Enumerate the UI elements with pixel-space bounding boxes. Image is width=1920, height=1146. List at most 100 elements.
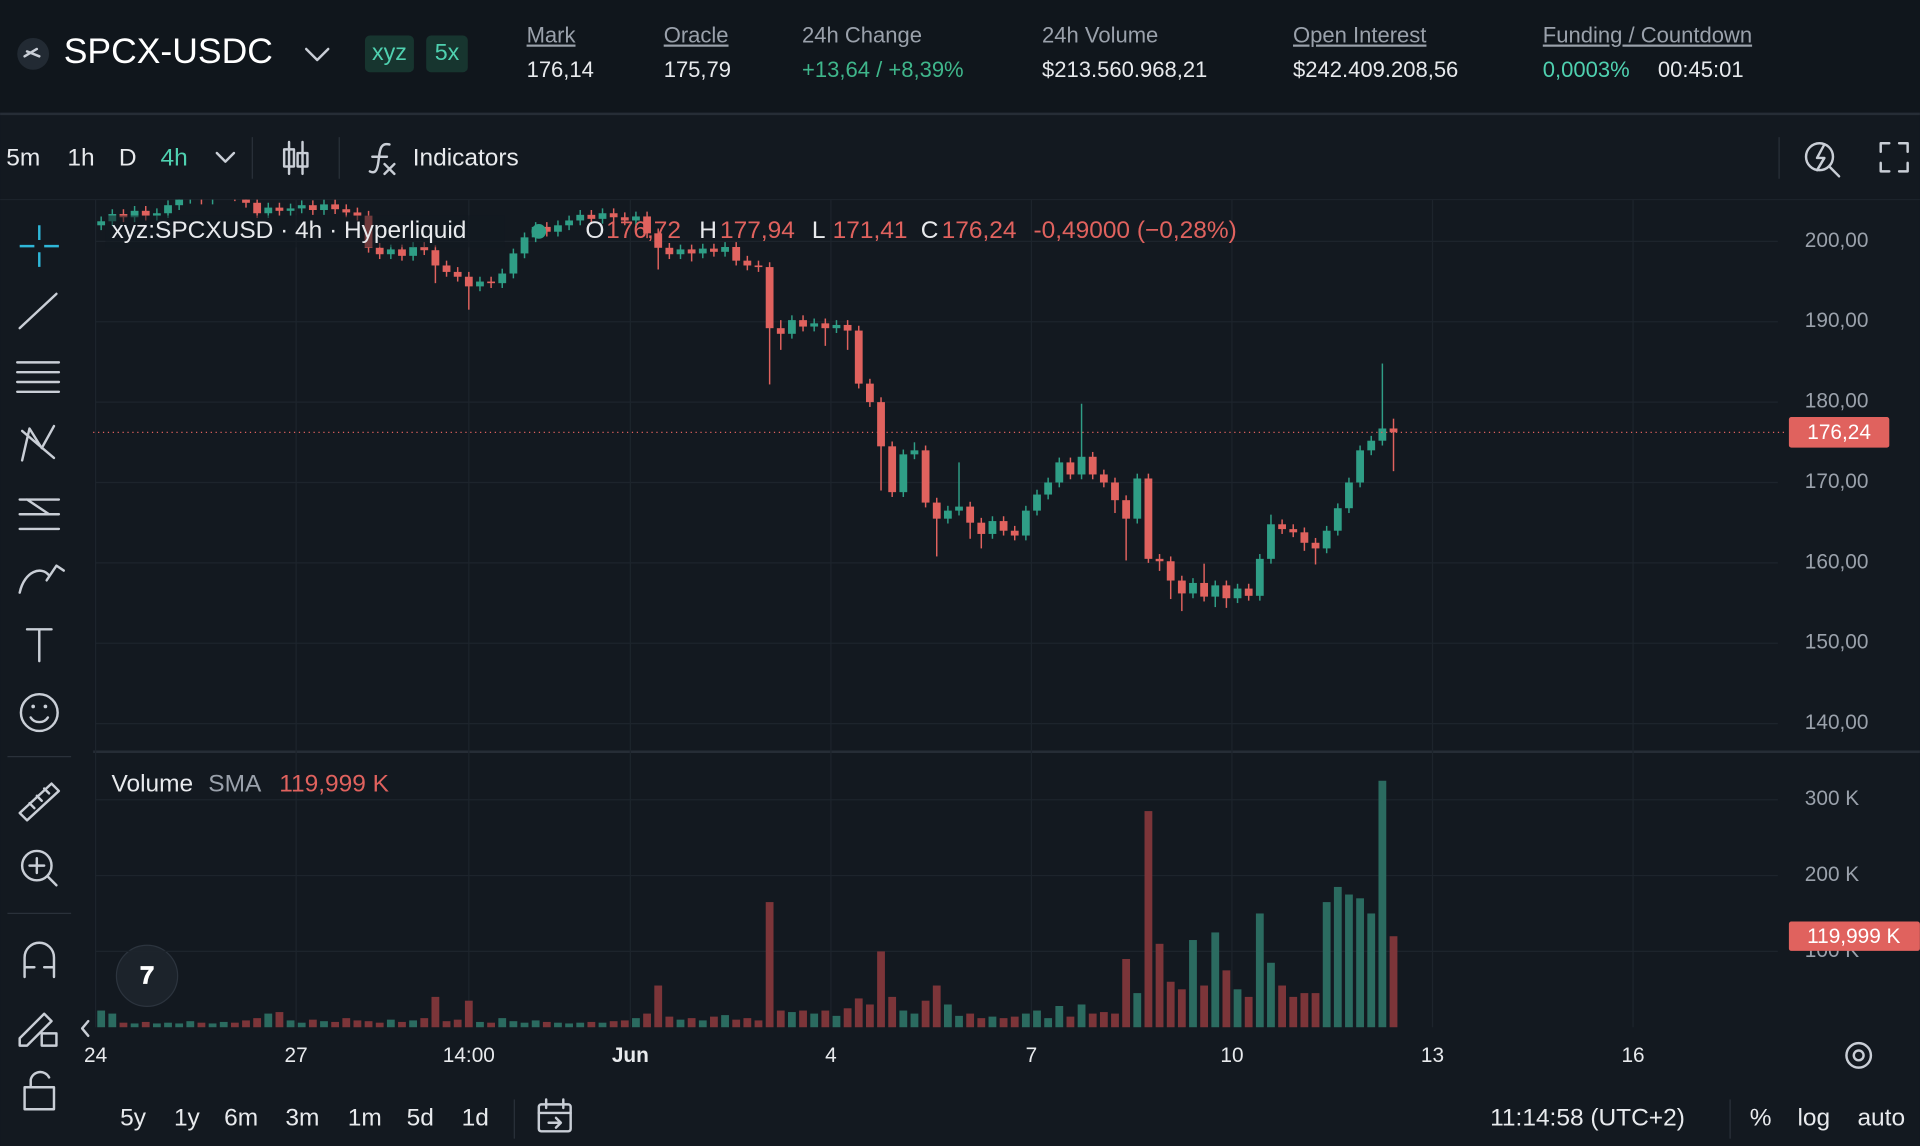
stat-label[interactable]: Oracle bbox=[664, 23, 729, 48]
lock-drawings-tool[interactable] bbox=[18, 1012, 58, 1047]
zoom-tool[interactable] bbox=[20, 849, 58, 887]
interval-button[interactable]: 4h bbox=[160, 145, 187, 172]
volume-bar bbox=[453, 1019, 462, 1028]
volume-bar bbox=[832, 1015, 841, 1028]
candle-body bbox=[799, 320, 807, 327]
brush-tool[interactable] bbox=[18, 564, 65, 594]
candle-body bbox=[1099, 474, 1108, 483]
range-button[interactable]: 5d bbox=[407, 1105, 434, 1132]
volume-bar bbox=[275, 1012, 284, 1028]
volume-bar bbox=[698, 1020, 707, 1028]
volume-bar bbox=[1255, 913, 1264, 1028]
stat-value: 176,14 bbox=[527, 57, 594, 82]
volume-bar bbox=[1267, 962, 1275, 1028]
trendline-tool[interactable] bbox=[18, 292, 58, 330]
volume-bar bbox=[1289, 996, 1298, 1028]
volume-bar bbox=[398, 1021, 406, 1028]
y-tick-label: 190,00 bbox=[1805, 309, 1869, 332]
candle-body bbox=[409, 246, 418, 256]
interval-button[interactable]: 5m bbox=[6, 145, 40, 172]
auto-toggle[interactable]: auto bbox=[1857, 1105, 1905, 1132]
stat-label[interactable]: Open Interest bbox=[1293, 23, 1426, 48]
collapse-toolbar[interactable] bbox=[80, 1019, 90, 1038]
volume-sma-tag-label: 119,999 K bbox=[1807, 925, 1900, 948]
candle-body bbox=[1333, 508, 1342, 531]
candle-body bbox=[264, 207, 273, 214]
candle-body bbox=[1222, 585, 1231, 599]
candle-body bbox=[966, 506, 975, 523]
log-toggle[interactable]: log bbox=[1797, 1105, 1830, 1132]
stat-label[interactable]: Funding / Countdown bbox=[1543, 23, 1752, 48]
text-tool[interactable] bbox=[25, 628, 53, 663]
range-button[interactable]: 6m bbox=[224, 1105, 258, 1132]
date-range-button[interactable] bbox=[537, 1098, 572, 1133]
fullscreen-button[interactable] bbox=[1879, 142, 1909, 173]
symbol-dropdown[interactable] bbox=[304, 47, 330, 62]
pattern-tool[interactable] bbox=[20, 424, 56, 462]
interval-dropdown[interactable] bbox=[215, 151, 236, 163]
ohlc-value: 177,94 bbox=[720, 217, 795, 244]
candle-body bbox=[1122, 500, 1131, 519]
candle-body bbox=[1389, 428, 1398, 433]
percent-toggle[interactable]: % bbox=[1750, 1105, 1772, 1132]
volume-bar bbox=[152, 1023, 161, 1028]
range-button[interactable]: 3m bbox=[285, 1105, 319, 1132]
volume-bar bbox=[799, 1010, 807, 1028]
indicators-icon[interactable] bbox=[368, 142, 396, 176]
volume-bar bbox=[1066, 1016, 1075, 1028]
volume-bar bbox=[565, 1023, 573, 1028]
magnet-tool[interactable] bbox=[23, 941, 56, 979]
volume-bar bbox=[999, 1018, 1008, 1028]
volume-bar bbox=[520, 1022, 529, 1028]
candle-body bbox=[788, 320, 796, 334]
volume-bar bbox=[743, 1018, 752, 1028]
candle-body bbox=[877, 402, 885, 447]
crosshair-tool[interactable] bbox=[19, 225, 59, 267]
volume-bar bbox=[776, 1010, 785, 1028]
ruler-tool[interactable] bbox=[18, 782, 61, 822]
stat-label[interactable]: 24h Volume bbox=[1042, 23, 1158, 48]
volume-bar bbox=[721, 1015, 729, 1028]
volume-bar bbox=[420, 1018, 429, 1028]
volume-bar bbox=[386, 1019, 395, 1028]
fib-tool[interactable] bbox=[16, 361, 61, 394]
projection-tool[interactable] bbox=[18, 498, 61, 531]
indicators-button[interactable]: Indicators bbox=[413, 145, 519, 172]
candle-body bbox=[1233, 588, 1242, 599]
candle-body bbox=[498, 273, 507, 284]
alert-button[interactable] bbox=[1804, 142, 1841, 178]
candle-body bbox=[554, 225, 562, 232]
x-tick-label: 7 bbox=[1026, 1044, 1038, 1067]
y2-tick-label: 200 K bbox=[1805, 863, 1859, 886]
interval-button[interactable]: D bbox=[119, 145, 137, 172]
range-button[interactable]: 1d bbox=[462, 1105, 489, 1132]
candle-body bbox=[464, 276, 473, 287]
x-tick-label: 14:00 bbox=[443, 1044, 495, 1067]
volume-bar bbox=[130, 1023, 139, 1028]
chart-type-button[interactable] bbox=[282, 140, 309, 176]
tv-logo[interactable] bbox=[115, 944, 179, 1008]
interval-button[interactable]: 1h bbox=[67, 145, 94, 172]
settings-button[interactable] bbox=[1845, 1041, 1873, 1069]
candle-body bbox=[832, 324, 841, 329]
candle-body bbox=[943, 510, 952, 519]
volume-bar bbox=[609, 1021, 618, 1028]
y-tick-label: 140,00 bbox=[1805, 711, 1869, 734]
volume-bar bbox=[197, 1022, 206, 1028]
stat-value: 175,79 bbox=[664, 57, 731, 82]
volume-bar bbox=[141, 1021, 150, 1028]
volume-bar bbox=[442, 1021, 451, 1028]
stat-label[interactable]: 24h Change bbox=[802, 23, 922, 48]
stat-label[interactable]: Mark bbox=[527, 23, 577, 48]
range-button[interactable]: 1y bbox=[174, 1105, 201, 1132]
volume-bar bbox=[1378, 780, 1387, 1028]
candle-body bbox=[654, 233, 663, 248]
range-button[interactable]: 5y bbox=[120, 1105, 147, 1132]
volume-bar bbox=[932, 985, 941, 1028]
symbol[interactable]: SPCX-USDC bbox=[64, 31, 273, 71]
range-button[interactable]: 1m bbox=[348, 1105, 382, 1132]
unlock-tool[interactable] bbox=[23, 1070, 56, 1111]
emoji-tool[interactable] bbox=[19, 692, 59, 733]
candle-body bbox=[1356, 450, 1364, 483]
